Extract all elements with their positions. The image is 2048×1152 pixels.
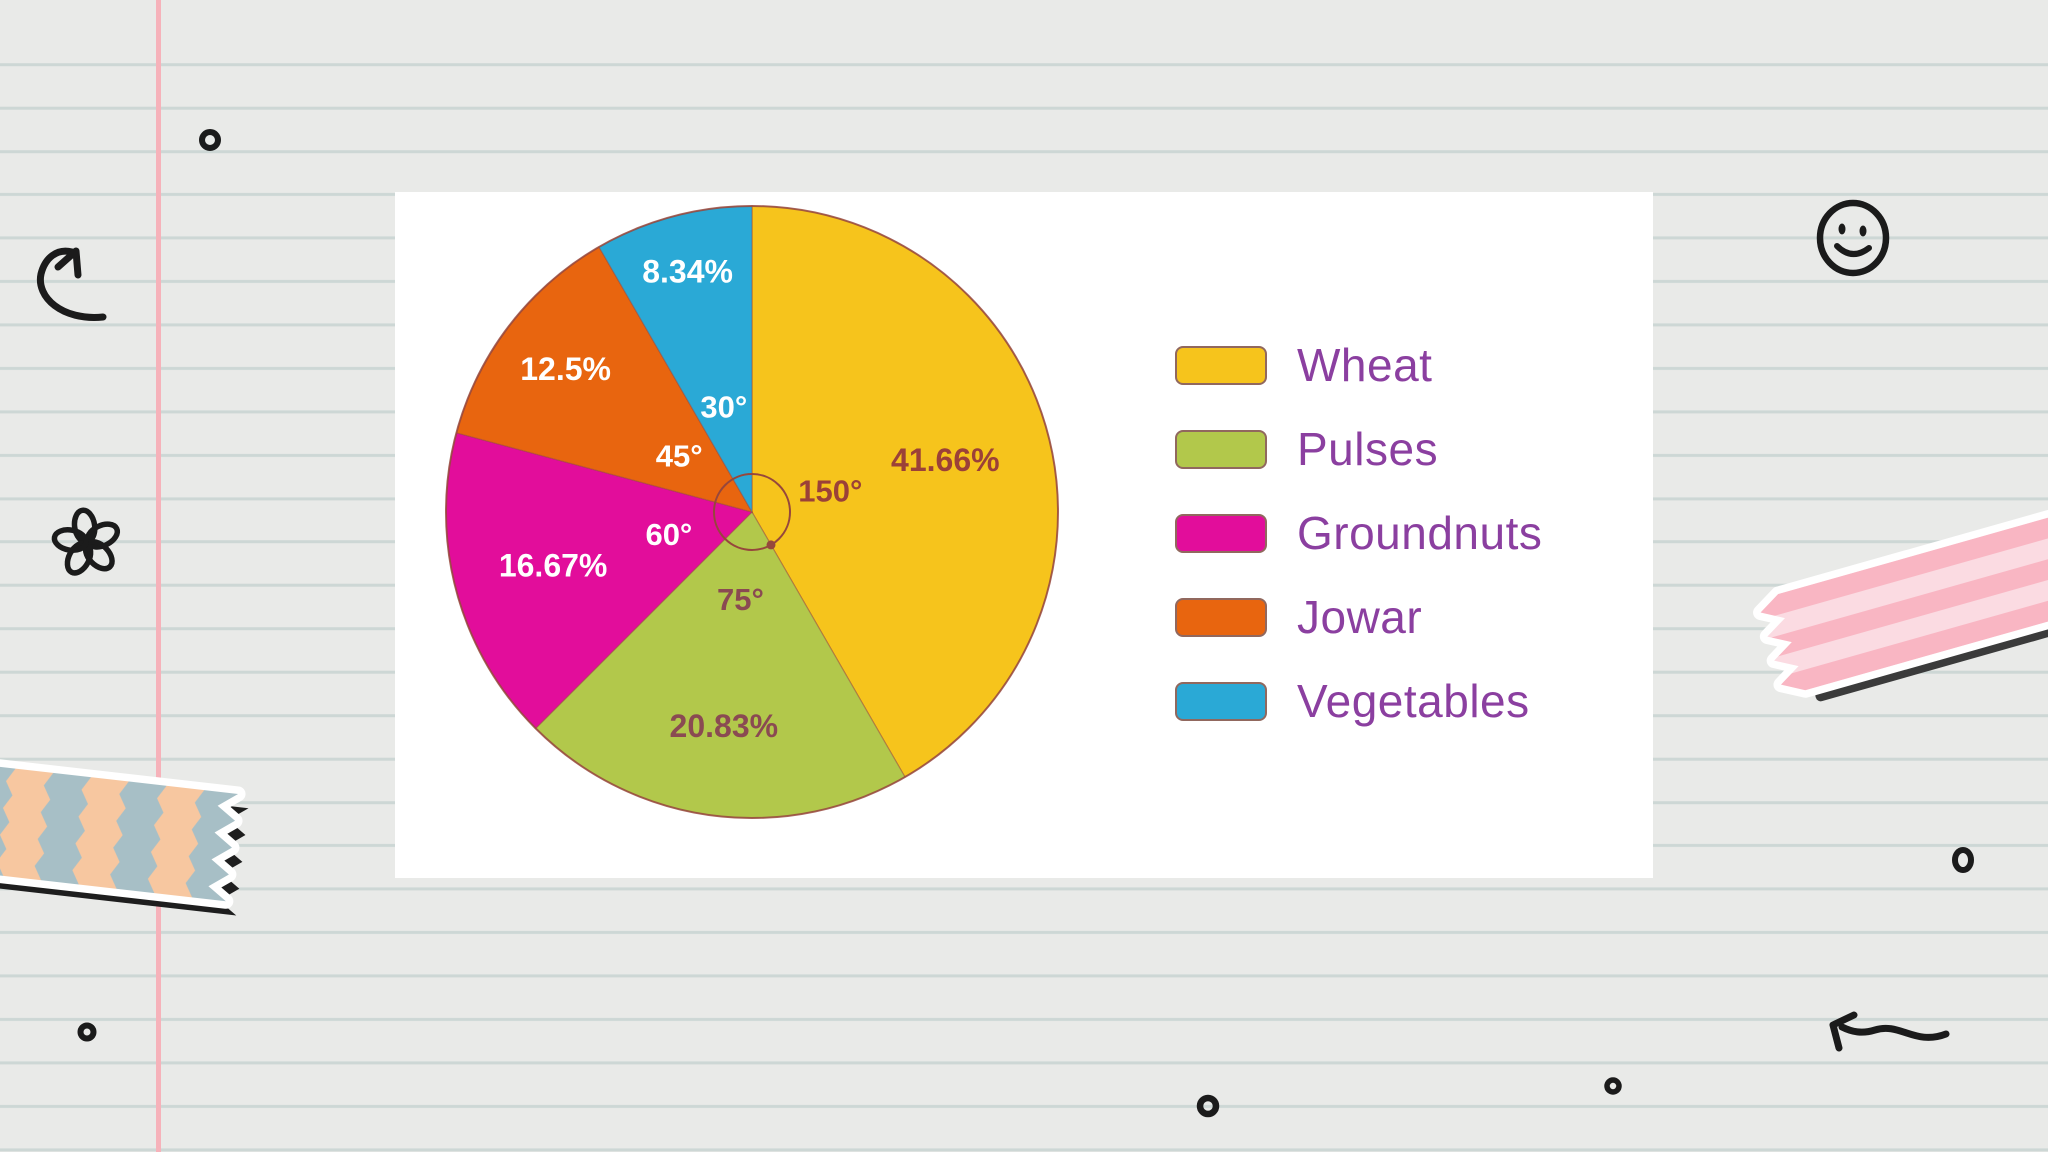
chart-card: 41.66% 150° 20.83% 75° 16.67% 60° 12.5% 45° 8.34… <box>395 192 1653 878</box>
dot-doodle <box>199 129 221 151</box>
slice-percent-label: 20.83% <box>670 708 779 744</box>
slice-percent-label: 16.67% <box>499 547 608 583</box>
legend-item: Wheat <box>1175 342 1542 388</box>
legend-item: Vegetables <box>1175 678 1542 724</box>
washi-tape-pink-icon <box>1757 507 2048 710</box>
legend-label: Vegetables <box>1297 675 1530 727</box>
pie-chart: 41.66% 150° 20.83% 75° 16.67% 60° 12.5% 45° 8.34… <box>445 205 1059 819</box>
dot-doodle <box>1952 847 1974 873</box>
slice-degree-label: 45° <box>656 439 703 474</box>
flower-icon <box>51 507 121 576</box>
legend-label: Groundnuts <box>1297 507 1543 559</box>
legend-swatch <box>1175 429 1267 469</box>
slice-degree-label: 150° <box>798 474 862 509</box>
pie-outline <box>445 205 1059 819</box>
slice-degree-label: 30° <box>700 389 747 424</box>
angle-marker-dot <box>766 540 776 550</box>
legend-label: Jowar <box>1297 591 1423 643</box>
slice-percent-label: 8.34% <box>642 254 733 290</box>
legend-swatch <box>1175 681 1267 721</box>
legend-label: Pulses <box>1297 423 1439 475</box>
legend-item: Pulses <box>1175 426 1542 472</box>
legend: Wheat Pulses Groundnuts Jowar Vegetables <box>1175 342 1542 724</box>
margin-line-decoration <box>156 0 161 1152</box>
legend-swatch <box>1175 345 1267 385</box>
angle-circle <box>713 473 791 551</box>
dot-doodle <box>77 1022 97 1042</box>
legend-swatch <box>1175 513 1267 553</box>
washi-tape-striped-icon <box>0 760 249 916</box>
curved-arrow-icon <box>36 247 107 321</box>
dot-doodle <box>1604 1077 1622 1095</box>
slice-degree-label: 75° <box>717 582 764 617</box>
slice-percent-label: 41.66% <box>891 442 1000 478</box>
legend-item: Jowar <box>1175 594 1542 640</box>
wavy-arrow-icon <box>1829 1011 1950 1052</box>
smiley-face-icon <box>1816 199 1890 277</box>
slice-percent-label: 12.5% <box>520 351 611 387</box>
legend-swatch <box>1175 597 1267 637</box>
legend-label: Wheat <box>1297 339 1433 391</box>
legend-item: Groundnuts <box>1175 510 1542 556</box>
slice-degree-label: 60° <box>645 517 692 552</box>
dot-doodle <box>1196 1094 1220 1118</box>
